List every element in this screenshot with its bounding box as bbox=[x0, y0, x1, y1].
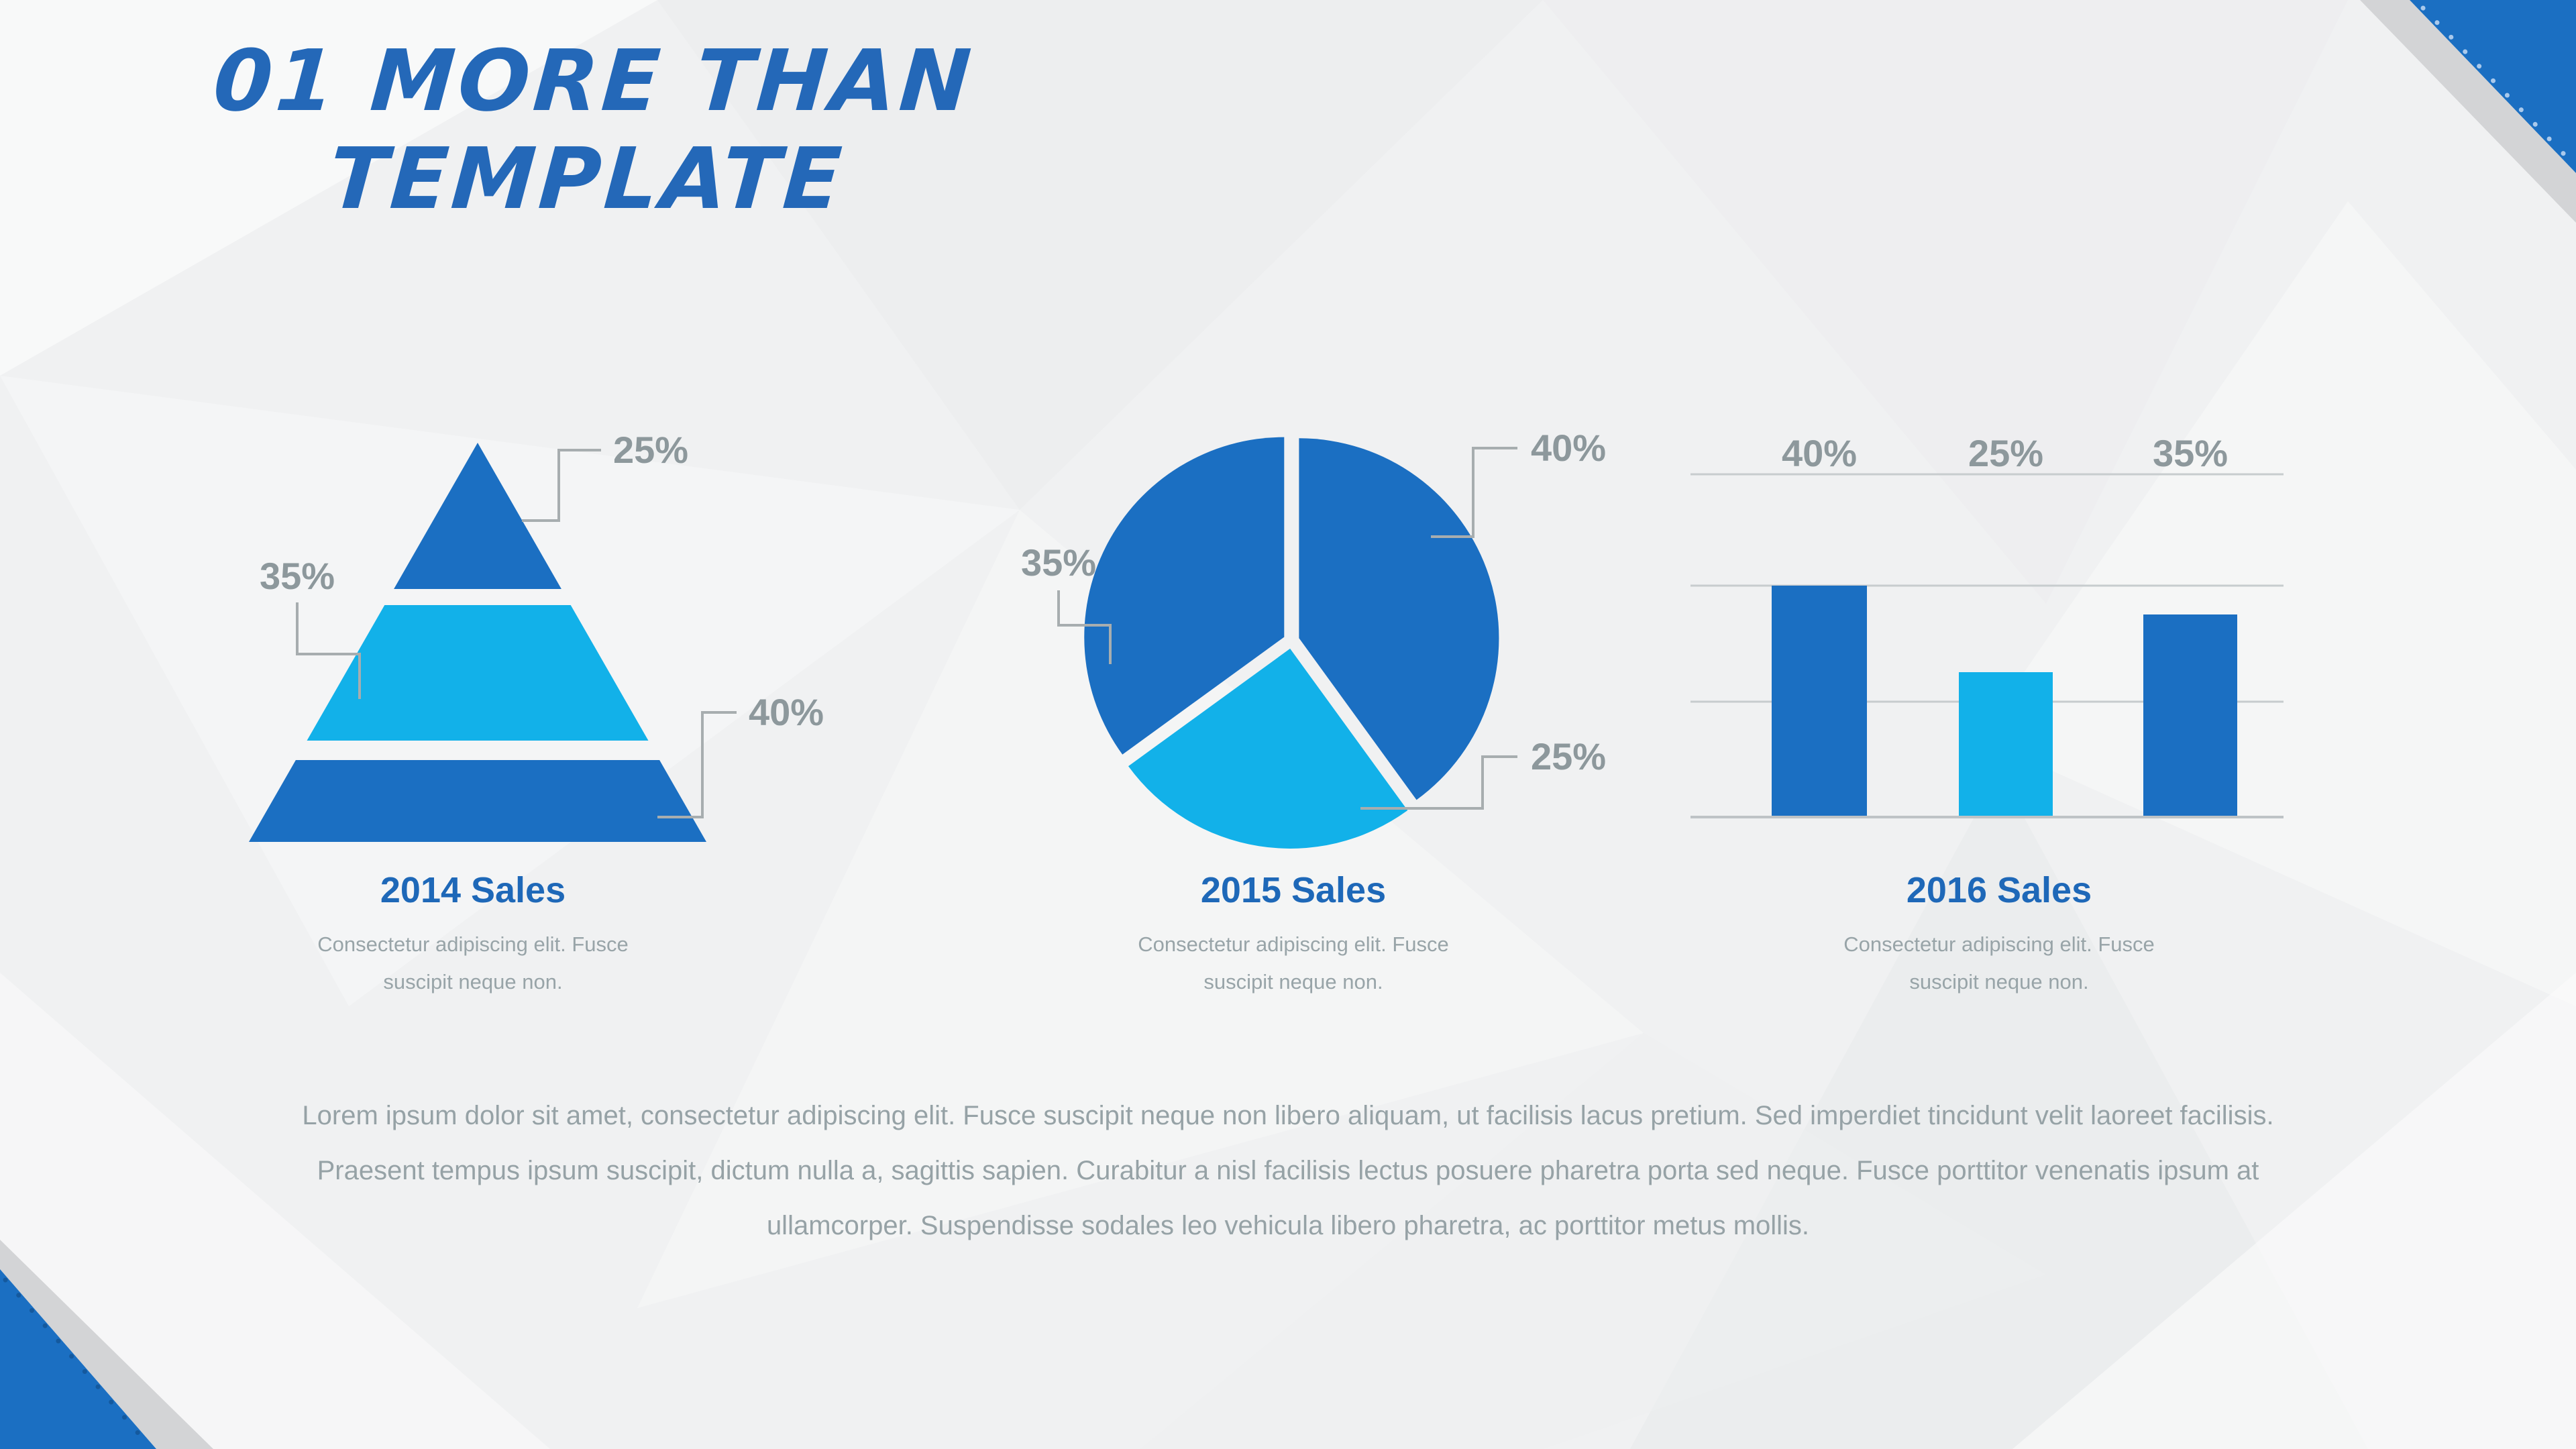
bar-3 bbox=[2143, 614, 2237, 817]
top-right-gray-band bbox=[2360, 0, 2576, 223]
pyramid-label-25: 25% bbox=[613, 429, 688, 471]
pyramid-label-40: 40% bbox=[749, 691, 824, 733]
bottom-left-ribbon bbox=[0, 1240, 213, 1449]
pyramid-segment-top bbox=[394, 443, 561, 589]
pyramid-callout-40 bbox=[657, 711, 737, 818]
body-paragraph-line1: Lorem ipsum dolor sit amet, consectetur … bbox=[302, 1101, 2274, 1130]
chart-title-2016: 2016 Sales bbox=[1906, 870, 2092, 910]
top-right-ribbon bbox=[2360, 0, 2576, 223]
bar-1 bbox=[1772, 586, 1867, 817]
body-paragraph-line2: Praesent tempus ipsum suscipit, dictum n… bbox=[317, 1156, 2259, 1185]
bar-label-35: 35% bbox=[2153, 432, 2228, 474]
pie-slice-40 bbox=[1299, 438, 1499, 800]
bottom-left-gray-band bbox=[0, 1240, 213, 1449]
pyramid-label-35: 35% bbox=[260, 555, 335, 597]
chart-description-2014-line2: suscipit neque non. bbox=[383, 970, 563, 994]
pie-label-25: 25% bbox=[1531, 735, 1606, 777]
caption-2014-sales: 2014 Sales Consectetur adipiscing elit. … bbox=[218, 869, 728, 1001]
pie-label-40: 40% bbox=[1531, 427, 1606, 469]
chart-title-2015: 2015 Sales bbox=[1200, 870, 1387, 910]
body-paragraph: Lorem ipsum dolor sit amet, consectetur … bbox=[181, 1088, 2395, 1253]
bar-label-25: 25% bbox=[1968, 432, 2043, 474]
caption-2016-sales: 2016 Sales Consectetur adipiscing elit. … bbox=[1744, 869, 2254, 1001]
pyramid-chart: 25% 35% 40% bbox=[249, 429, 824, 842]
body-paragraph-line3: ullamcorper. Suspendisse sodales leo veh… bbox=[766, 1211, 1810, 1240]
bottom-left-blue-triangle bbox=[0, 1269, 156, 1449]
chart-description-2016-line1: Consectetur adipiscing elit. Fusce bbox=[1843, 932, 2155, 956]
bar-label-40: 40% bbox=[1782, 432, 1857, 474]
pyramid-segment-bottom bbox=[249, 760, 706, 842]
pie-slice-25 bbox=[1128, 648, 1408, 849]
pyramid-segment-middle bbox=[307, 605, 649, 741]
pie-callout-40 bbox=[1431, 447, 1517, 538]
pyramid-callout-25 bbox=[522, 449, 601, 522]
chart-description-2016-line2: suscipit neque non. bbox=[1909, 970, 2089, 994]
chart-description-2015: Consectetur adipiscing elit. Fusce susci… bbox=[1038, 926, 1548, 1001]
slide-title-line2: TEMPLATE bbox=[326, 129, 848, 228]
chart-description-2015-line2: suscipit neque non. bbox=[1203, 970, 1383, 994]
bar-2 bbox=[1959, 672, 2053, 817]
caption-2015-sales: 2015 Sales Consectetur adipiscing elit. … bbox=[1038, 869, 1548, 1001]
slide-title: 01 MORE THAN TEMPLATE bbox=[188, 32, 993, 228]
chart-description-2016: Consectetur adipiscing elit. Fusce susci… bbox=[1744, 926, 2254, 1001]
pie-slice-35 bbox=[1084, 437, 1285, 755]
chart-description-2014: Consectetur adipiscing elit. Fusce susci… bbox=[218, 926, 728, 1001]
pie-callout-35 bbox=[1057, 590, 1112, 664]
slide-title-line1: 01 MORE THAN bbox=[210, 32, 977, 130]
bar-chart: 40% 25% 35% bbox=[1690, 432, 2284, 818]
pie-callout-25 bbox=[1360, 755, 1517, 810]
top-right-blue-triangle bbox=[2410, 0, 2576, 173]
pie-chart: 40% 25% 35% bbox=[1021, 427, 1606, 849]
chart-title-2014: 2014 Sales bbox=[380, 870, 566, 910]
pie-label-35: 35% bbox=[1021, 541, 1096, 584]
chart-description-2014-line1: Consectetur adipiscing elit. Fusce bbox=[317, 932, 629, 956]
pyramid-callout-35 bbox=[296, 602, 361, 699]
chart-description-2015-line1: Consectetur adipiscing elit. Fusce bbox=[1138, 932, 1449, 956]
